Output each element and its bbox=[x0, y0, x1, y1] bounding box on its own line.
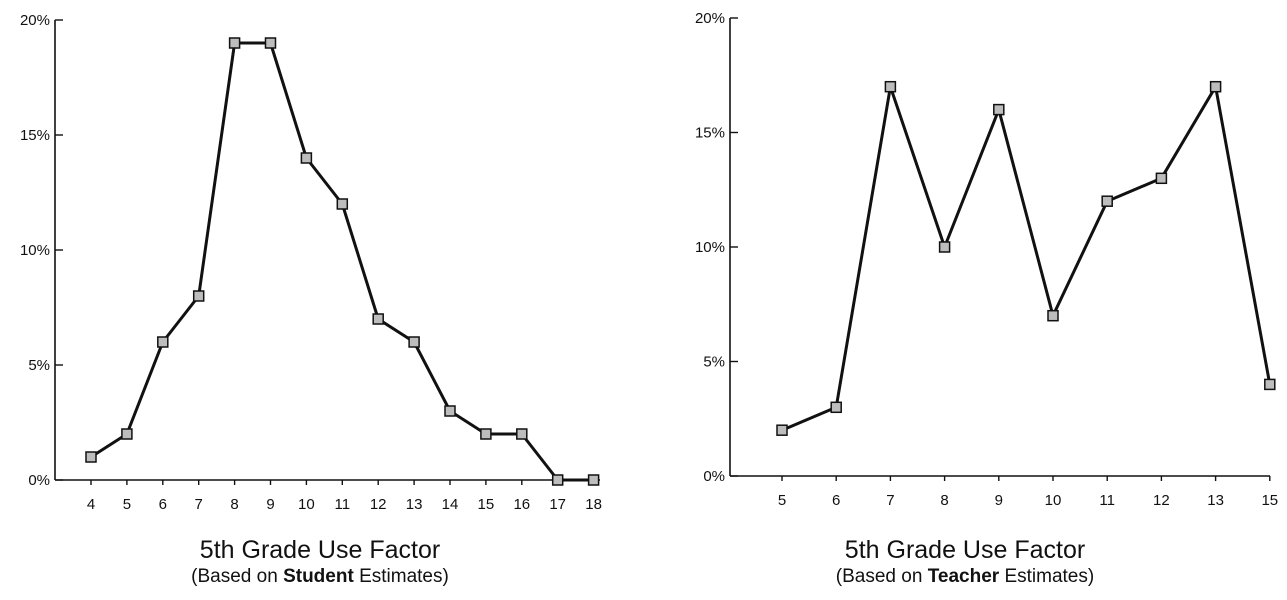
data-point bbox=[408, 336, 420, 348]
y-tick-label: 15% bbox=[20, 127, 50, 144]
subtitle-bold: Teacher bbox=[927, 566, 1000, 587]
y-tick-label: 0% bbox=[703, 468, 725, 485]
y-tick-label: 0% bbox=[28, 472, 50, 489]
x-tick-label: 4 bbox=[87, 496, 95, 513]
y-tick-label: 15% bbox=[695, 125, 725, 142]
data-point bbox=[516, 428, 528, 440]
x-tick-label: 11 bbox=[335, 496, 351, 513]
chart-title-block-teacher: 5th Grade Use Factor (Based on Teacher E… bbox=[645, 535, 1285, 589]
line-chart-student: 0% 5% 10% 15% 20% 4 5 6 7 8 9 10 11 12 13 14 15 16 17 18 bbox=[20, 12, 602, 513]
data-point bbox=[1047, 309, 1059, 322]
data-point bbox=[264, 37, 277, 49]
x-tick-label: 18 bbox=[585, 496, 602, 513]
data-point bbox=[192, 290, 205, 302]
data-point bbox=[993, 103, 1005, 116]
x-tick-label: 12 bbox=[370, 496, 387, 513]
y-tick-label: 20% bbox=[20, 12, 50, 29]
y-tick-label: 20% bbox=[695, 10, 725, 27]
x-tick-label: 14 bbox=[442, 496, 459, 513]
chart-student-estimates: 0% 5% 10% 15% 20% 4 5 6 7 8 9 10 11 12 13 14 15 16 17 18 5t… bbox=[0, 0, 640, 600]
x-tick-label: 5 bbox=[123, 496, 131, 513]
x-tick-label: 17 bbox=[549, 496, 566, 513]
chart-title: 5th Grade Use Factor bbox=[844, 536, 1086, 564]
x-tick-label: 9 bbox=[995, 492, 1003, 509]
subtitle-suffix: Estimates) bbox=[999, 566, 1095, 587]
series-line bbox=[781, 85, 1272, 432]
x-tick-label: 15 bbox=[1261, 492, 1278, 509]
line-chart-teacher: 0% 5% 10% 15% 20% 5 6 7 8 9 10 11 12 13 15 bbox=[695, 10, 1278, 509]
x-tick-label: 6 bbox=[832, 492, 840, 509]
chart-title-block-student: 5th Grade Use Factor (Based on Student E… bbox=[0, 535, 640, 589]
data-point bbox=[551, 474, 564, 486]
data-point bbox=[1264, 378, 1276, 391]
subtitle-prefix: (Based on bbox=[191, 566, 284, 587]
y-tick-label: 5% bbox=[703, 354, 725, 371]
chart-subtitle: (Based on Student Estimates) bbox=[0, 565, 640, 589]
x-tick-label: 12 bbox=[1153, 492, 1170, 509]
x-tick-label: 9 bbox=[266, 496, 274, 513]
data-point bbox=[776, 424, 788, 436]
x-tick-label: 13 bbox=[406, 496, 423, 513]
x-tick-label: 7 bbox=[886, 492, 894, 509]
data-point bbox=[336, 198, 349, 210]
x-tick-label: 6 bbox=[159, 496, 167, 513]
chart-subtitle: (Based on Teacher Estimates) bbox=[645, 565, 1285, 589]
data-point bbox=[157, 336, 169, 348]
x-tick-label: 10 bbox=[298, 496, 315, 513]
subtitle-prefix: (Based on bbox=[835, 566, 928, 587]
x-tick-label: 8 bbox=[230, 496, 238, 513]
x-tick-label: 10 bbox=[1045, 492, 1062, 509]
x-tick-label: 13 bbox=[1207, 492, 1224, 509]
subtitle-bold: Student bbox=[283, 566, 354, 587]
x-tick-label: 7 bbox=[195, 496, 203, 513]
x-tick-label: 5 bbox=[778, 492, 786, 509]
x-tick-label: 11 bbox=[1099, 492, 1115, 509]
data-point bbox=[228, 37, 241, 49]
data-point bbox=[480, 428, 492, 440]
x-tick-label: 16 bbox=[513, 496, 530, 513]
series-line bbox=[90, 41, 594, 482]
data-point bbox=[85, 451, 97, 463]
subtitle-suffix: Estimates) bbox=[353, 566, 449, 587]
data-point bbox=[587, 474, 600, 486]
data-point bbox=[1101, 195, 1113, 207]
x-tick-label: 15 bbox=[478, 496, 495, 513]
data-point bbox=[884, 80, 897, 93]
data-point bbox=[938, 241, 951, 253]
y-tick-label: 10% bbox=[695, 239, 725, 256]
data-point bbox=[830, 401, 842, 414]
data-point bbox=[444, 405, 456, 417]
data-point bbox=[1209, 80, 1222, 93]
chart-teacher-estimates: 0% 5% 10% 15% 20% 5 6 7 8 9 10 11 12 13 15 5th Grade U… bbox=[645, 0, 1285, 600]
y-tick-label: 10% bbox=[20, 242, 50, 259]
data-point bbox=[372, 313, 384, 325]
chart-title: 5th Grade Use Factor bbox=[199, 536, 441, 564]
x-tick-label: 8 bbox=[940, 492, 948, 509]
y-tick-label: 5% bbox=[28, 357, 50, 374]
data-point bbox=[300, 152, 313, 164]
data-point bbox=[121, 428, 133, 440]
data-point bbox=[1155, 172, 1168, 185]
